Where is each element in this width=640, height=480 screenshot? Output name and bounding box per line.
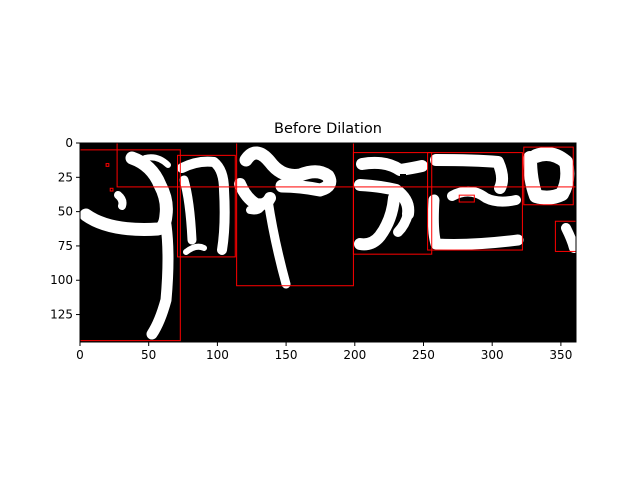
x-tick-label: 100 xyxy=(206,348,229,362)
bounding-box xyxy=(177,154,236,258)
hole xyxy=(400,174,406,180)
x-tick-label: 50 xyxy=(141,348,156,362)
bounding-box xyxy=(458,194,475,203)
handwriting-strokes xyxy=(80,146,576,340)
x-tick-label: 350 xyxy=(549,348,572,362)
x-tick-label: 200 xyxy=(343,348,366,362)
y-tick-label: 25 xyxy=(58,170,73,184)
image-panel xyxy=(80,143,576,342)
stroke-holes xyxy=(400,168,552,182)
bounding-box xyxy=(427,152,523,251)
bounding-box xyxy=(80,149,181,342)
bounding-box xyxy=(109,187,114,192)
chart-title: Before Dilation xyxy=(274,121,382,137)
y-tick-label: 50 xyxy=(58,205,73,219)
bounding-box xyxy=(116,143,576,188)
y-tick-label: 75 xyxy=(58,239,73,253)
y-tick-label: 125 xyxy=(50,308,73,322)
x-tick-label: 300 xyxy=(481,348,504,362)
x-tick-label: 0 xyxy=(76,348,84,362)
x-axis: 0 50 100 150 200 250 300 350 xyxy=(76,342,572,362)
plot-frame xyxy=(79,142,577,343)
hole xyxy=(542,168,552,182)
y-tick-label: 0 xyxy=(65,136,73,150)
bounding-box xyxy=(523,146,574,206)
x-tick-label: 250 xyxy=(412,348,435,362)
bounding-box xyxy=(105,163,110,167)
bounding-box xyxy=(352,152,433,255)
bounding-boxes xyxy=(80,143,576,342)
y-axis: 0 25 50 75 100 125 xyxy=(50,136,80,322)
x-tick-label: 150 xyxy=(275,348,298,362)
y-tick-label: 100 xyxy=(50,273,73,287)
